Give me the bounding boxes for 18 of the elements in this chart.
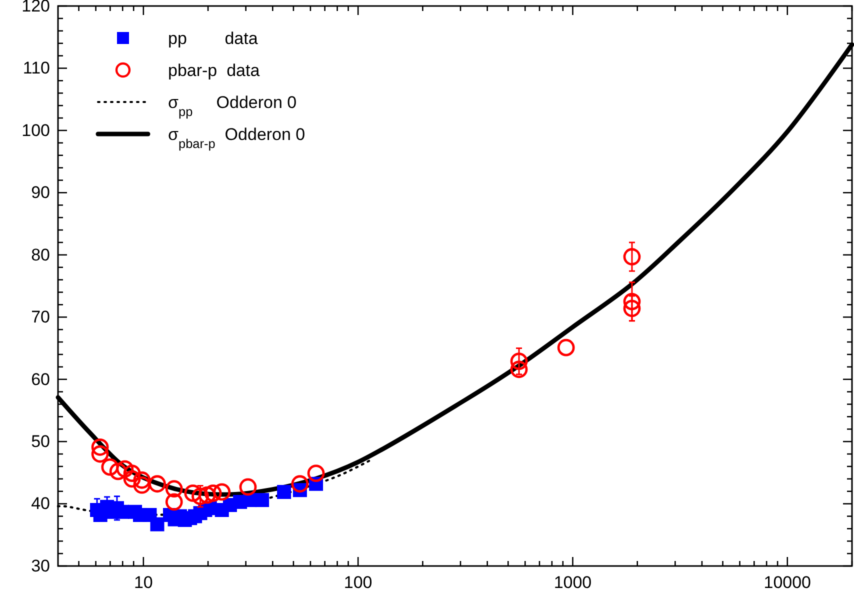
y-tick-label: 40 (31, 494, 50, 514)
y-tick-label: 30 (31, 556, 50, 576)
y-tick-label: 100 (22, 120, 50, 140)
y-tick-label: 80 (31, 245, 50, 264)
y-tick-label: 110 (22, 58, 50, 78)
y-tick-label: 120 (22, 0, 50, 16)
y-tick-label: 50 (31, 432, 50, 451)
y-tick-label: 60 (31, 370, 50, 389)
text: σ$_{pp}$ Odderon 0 (168, 93, 297, 118)
legend-label: pbar-p data (168, 61, 260, 80)
legend-label: σ$_{pbar-p}$ Odderon 0 (168, 125, 306, 150)
y-tick-label: 70 (31, 308, 50, 327)
x-tick-label: 10 (134, 573, 153, 592)
y-tick-label: 90 (31, 183, 50, 202)
x-tick-label: 10000 (764, 573, 812, 592)
x-tick-label: 100 (344, 573, 372, 592)
x-tick-label: 1000 (554, 573, 592, 592)
legend-label: pp data (168, 29, 258, 48)
